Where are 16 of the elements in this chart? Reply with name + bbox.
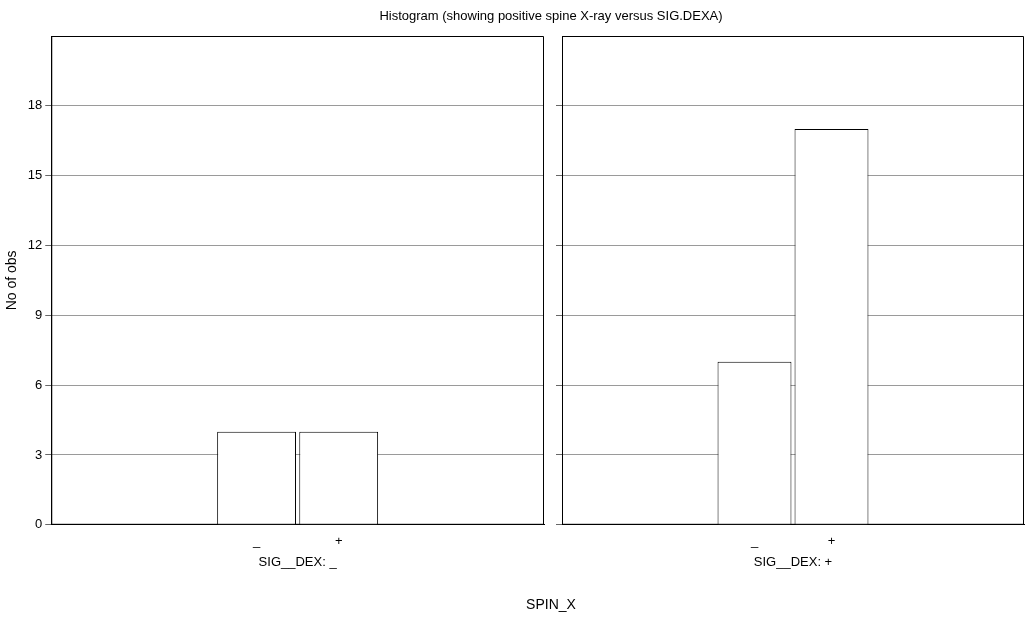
x-tick-label: _ <box>749 533 759 549</box>
x-tick-label: + <box>827 533 836 549</box>
y-tick-label: 18 <box>27 97 43 113</box>
x-axis-title: SIG__DEX: _ <box>258 553 338 569</box>
x-tick-label: _ <box>251 533 261 549</box>
y-tick-label: 6 <box>35 376 43 392</box>
y-axis-title: No of obs <box>3 250 20 311</box>
x-tick-label: + <box>334 533 343 549</box>
text: SPIN_X <box>525 596 577 612</box>
y-tick-label: 0 <box>35 516 43 532</box>
x-axis-title: SIG__DEX: + <box>753 553 833 569</box>
y-tick-label: 3 <box>35 446 43 462</box>
y-tick-label: 15 <box>27 167 43 183</box>
y-tick-label: 12 <box>27 237 43 253</box>
chart-title: Histogram (showing positive spine X-ray versus SIG.DEXA) <box>378 8 724 23</box>
y-tick-label: 9 <box>35 306 43 322</box>
